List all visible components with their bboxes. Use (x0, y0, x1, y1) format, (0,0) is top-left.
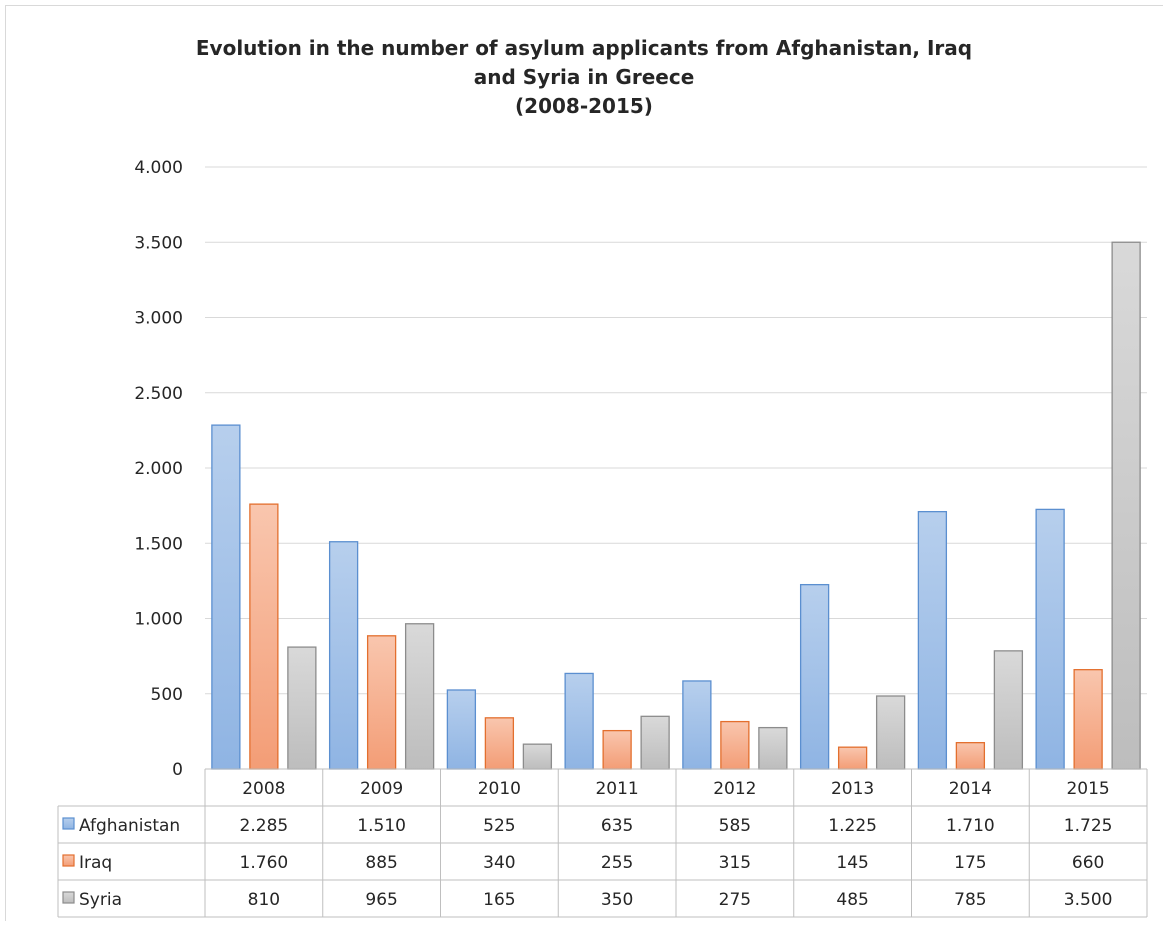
y-tick-label: 4.000 (134, 158, 183, 178)
bar-afghanistan-2015 (1035, 508, 1065, 770)
table-value-afghanistan: 1.725 (1064, 816, 1113, 836)
bar-iraq-2012 (720, 720, 750, 770)
y-tick-label: 3.000 (134, 309, 183, 329)
bar-syria-2010 (522, 743, 553, 770)
table-value-afghanistan: 1.225 (828, 816, 877, 836)
bar-iraq-2008 (249, 503, 279, 770)
legend-swatch-syria (62, 891, 75, 904)
x-category-label: 2014 (949, 779, 992, 799)
table-value-syria: 810 (248, 890, 280, 910)
x-category-label: 2011 (595, 779, 638, 799)
y-tick-label: 2.500 (134, 384, 183, 404)
gridlines (205, 166, 1147, 695)
bar-iraq-2010 (484, 717, 515, 770)
table-value-syria: 965 (365, 890, 397, 910)
bar-afghanistan-2011 (564, 672, 594, 770)
bar-syria-2012 (758, 726, 788, 770)
chart-title: Evolution in the number of asylum applic… (196, 36, 972, 118)
bar-afghanistan-2014 (917, 510, 948, 770)
table-value-syria: 785 (954, 890, 986, 910)
bar-iraq-2013 (837, 746, 868, 770)
chart-frame (5, 5, 1163, 921)
bar-iraq-2015 (1073, 669, 1103, 770)
x-category-label: 2012 (713, 779, 756, 799)
bar-iraq-2009 (366, 635, 397, 770)
bar-syria-2011 (640, 715, 670, 770)
table-value-iraq: 340 (483, 853, 515, 873)
y-tick-label: 3.500 (134, 233, 183, 253)
x-category-label: 2009 (360, 779, 403, 799)
bar-afghanistan-2010 (446, 689, 477, 770)
bar-iraq-2011 (602, 729, 632, 770)
bar-syria-2013 (875, 695, 906, 770)
bars (211, 241, 1141, 770)
legend-swatch-iraq (62, 854, 75, 867)
table-value-iraq: 1.760 (240, 853, 289, 873)
bar-afghanistan-2008 (211, 424, 241, 770)
bar-afghanistan-2012 (682, 680, 712, 770)
table-value-iraq: 660 (1072, 853, 1104, 873)
table-value-syria: 3.500 (1064, 890, 1113, 910)
table-value-afghanistan: 2.285 (240, 816, 289, 836)
table-value-syria: 165 (483, 890, 515, 910)
table-value-iraq: 255 (601, 853, 633, 873)
x-category-label: 2015 (1066, 779, 1109, 799)
data-table: 2008 2009 2010 2011 2012 2013 2014 2015 Afghanis… (57, 768, 1148, 918)
bar-syria-2009 (404, 623, 435, 770)
y-tick-label: 500 (151, 685, 183, 705)
bar-syria-2015 (1111, 241, 1141, 770)
y-tick-label: 1.000 (134, 610, 183, 630)
chart-title-line: and Syria in Greece (474, 65, 695, 89)
table-value-afghanistan: 635 (601, 816, 633, 836)
chart-title-line: Evolution in the number of asylum applic… (196, 36, 972, 60)
table-value-iraq: 315 (719, 853, 751, 873)
bar-syria-2014 (993, 650, 1024, 770)
legend-label-syria: Syria (79, 890, 122, 910)
legend-swatch-afghanistan (62, 817, 75, 830)
y-tick-label: 0 (172, 760, 183, 780)
x-category-label: 2010 (478, 779, 521, 799)
table-value-iraq: 885 (365, 853, 397, 873)
table-value-syria: 275 (719, 890, 751, 910)
table-value-iraq: 175 (954, 853, 986, 873)
chart-title-line: (2008-2015) (515, 94, 653, 118)
bar-afghanistan-2013 (799, 583, 830, 770)
table-value-iraq: 145 (836, 853, 868, 873)
table-value-afghanistan: 525 (483, 816, 515, 836)
legend-label-afghanistan: Afghanistan (79, 816, 180, 836)
bar-afghanistan-2009 (328, 541, 359, 770)
x-category-label: 2013 (831, 779, 874, 799)
table-value-syria: 350 (601, 890, 633, 910)
x-category-label: 2008 (242, 779, 285, 799)
table-value-afghanistan: 1.510 (357, 816, 406, 836)
y-axis-ticks: 0 500 1.000 1.500 2.000 2.500 3.000 3.500 4.000 (134, 158, 183, 780)
table-value-afghanistan: 1.710 (946, 816, 995, 836)
legend-label-iraq: Iraq (79, 853, 112, 873)
bar-syria-2008 (287, 646, 317, 770)
table-value-afghanistan: 585 (719, 816, 751, 836)
table-value-syria: 485 (836, 890, 868, 910)
y-tick-label: 2.000 (134, 459, 183, 479)
y-tick-label: 1.500 (134, 534, 183, 554)
bar-iraq-2014 (955, 742, 986, 770)
